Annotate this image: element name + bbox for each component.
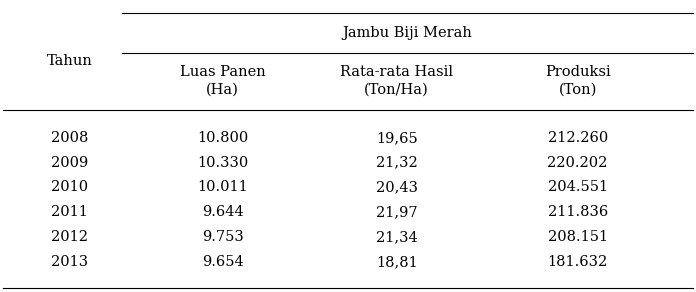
Text: 2009: 2009 bbox=[51, 156, 88, 170]
Text: Jambu Biji Merah: Jambu Biji Merah bbox=[342, 26, 472, 40]
Text: Rata-rata Hasil
(Ton/Ha): Rata-rata Hasil (Ton/Ha) bbox=[340, 65, 453, 97]
Text: 212.260: 212.260 bbox=[548, 131, 608, 145]
Text: 9.753: 9.753 bbox=[202, 230, 244, 244]
Text: 2012: 2012 bbox=[51, 230, 88, 244]
Text: 21,32: 21,32 bbox=[376, 156, 418, 170]
Text: 20,43: 20,43 bbox=[376, 180, 418, 194]
Text: 10.330: 10.330 bbox=[197, 156, 248, 170]
Text: 208.151: 208.151 bbox=[548, 230, 608, 244]
Text: Luas Panen
(Ha): Luas Panen (Ha) bbox=[180, 65, 266, 97]
Text: Tahun: Tahun bbox=[47, 54, 93, 68]
Text: 220.202: 220.202 bbox=[548, 156, 608, 170]
Text: 9.654: 9.654 bbox=[202, 255, 244, 269]
Text: 10.800: 10.800 bbox=[197, 131, 248, 145]
Text: 21,34: 21,34 bbox=[376, 230, 418, 244]
Text: 10.011: 10.011 bbox=[198, 180, 248, 194]
Text: 2013: 2013 bbox=[51, 255, 88, 269]
Text: 2010: 2010 bbox=[51, 180, 88, 194]
Text: 181.632: 181.632 bbox=[548, 255, 608, 269]
Text: 19,65: 19,65 bbox=[376, 131, 418, 145]
Text: Produksi
(Ton): Produksi (Ton) bbox=[545, 65, 610, 97]
Text: 18,81: 18,81 bbox=[376, 255, 418, 269]
Text: 211.836: 211.836 bbox=[548, 205, 608, 219]
Text: 9.644: 9.644 bbox=[202, 205, 244, 219]
Text: 21,97: 21,97 bbox=[376, 205, 418, 219]
Text: 2008: 2008 bbox=[51, 131, 88, 145]
Text: 204.551: 204.551 bbox=[548, 180, 608, 194]
Text: 2011: 2011 bbox=[52, 205, 88, 219]
